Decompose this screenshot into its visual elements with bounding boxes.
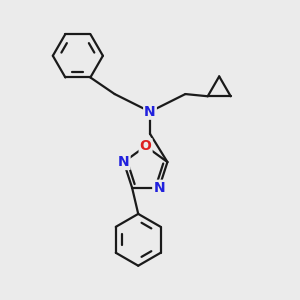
Text: N: N bbox=[153, 181, 165, 195]
Text: O: O bbox=[140, 139, 152, 153]
Text: N: N bbox=[118, 155, 130, 169]
Text: N: N bbox=[144, 105, 156, 119]
